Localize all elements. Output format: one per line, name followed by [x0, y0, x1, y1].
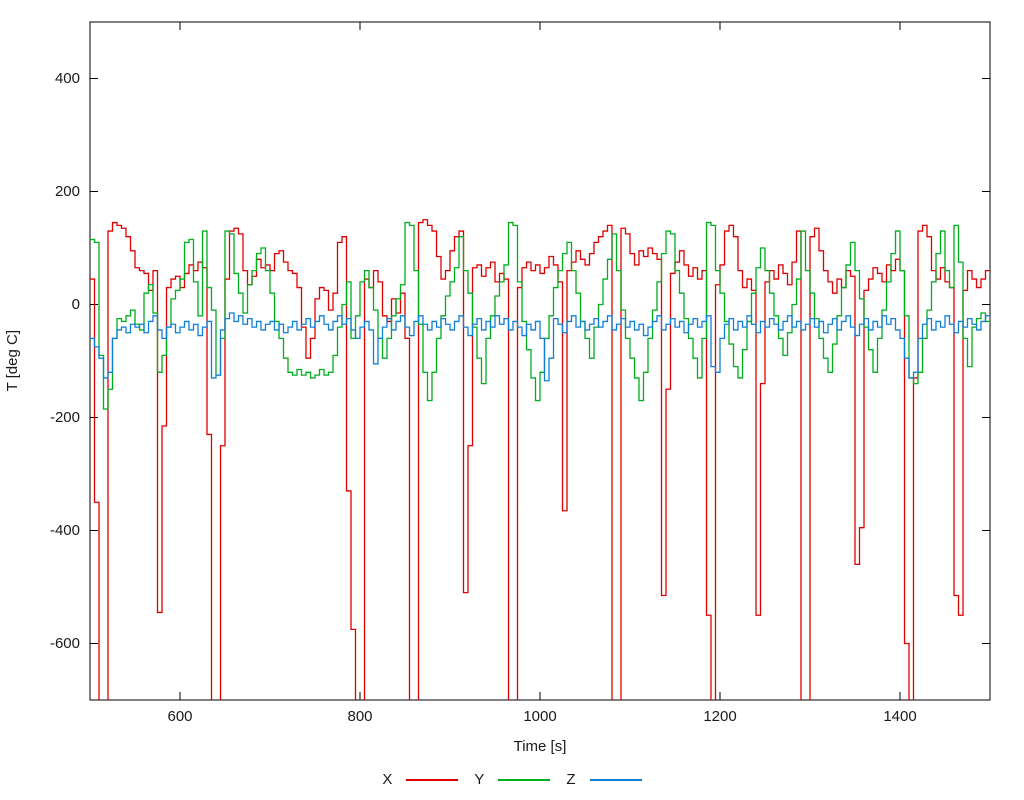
- x-tick-label: 1000: [523, 708, 557, 725]
- y-axis-title: T [deg C]: [4, 22, 21, 700]
- legend-entry-x: X: [382, 771, 459, 788]
- legend-entry-y: Y: [474, 771, 551, 788]
- x-tick-label: 1200: [703, 708, 737, 725]
- y-tick-label: 400: [54, 69, 80, 87]
- x-axis-title: Time [s]: [513, 738, 567, 755]
- x-tick-label: 600: [167, 708, 193, 725]
- legend-label-y: Y: [474, 771, 485, 788]
- legend-line-sample-z: [589, 778, 642, 781]
- legend-entry-z: Z: [566, 771, 642, 788]
- y-axis-title-text: T [deg C]: [4, 330, 21, 392]
- legend-line-sample-y: [498, 778, 551, 781]
- y-tick-label: -400: [49, 521, 80, 539]
- x-tick-label: 1400: [883, 708, 917, 725]
- x-tick-label: 800: [347, 708, 373, 725]
- legend-label-z: Z: [566, 771, 576, 788]
- y-tick-label: -600: [49, 634, 80, 652]
- legend: X Y Z: [0, 771, 1024, 788]
- y-tick-label: 0: [71, 295, 80, 313]
- y-tick-label: -200: [49, 408, 80, 426]
- legend-label-x: X: [382, 771, 393, 788]
- y-tick-label: 200: [54, 182, 80, 200]
- legend-line-sample-x: [406, 778, 459, 781]
